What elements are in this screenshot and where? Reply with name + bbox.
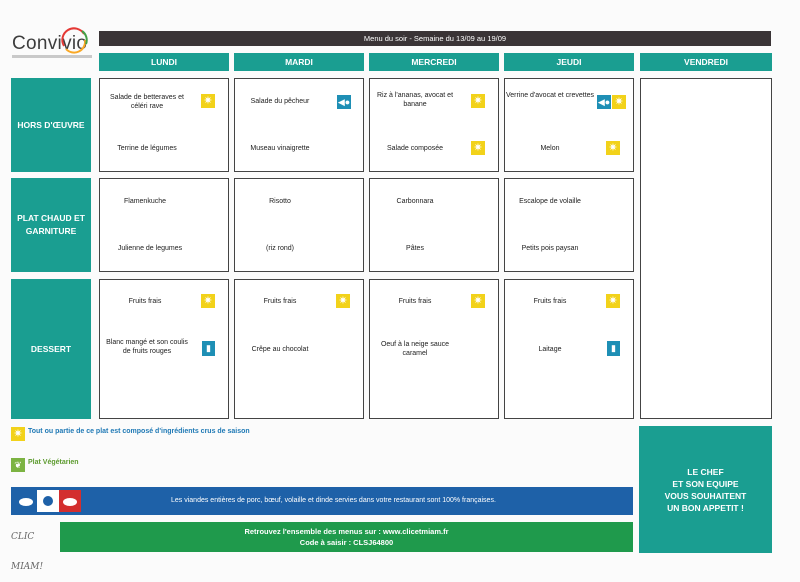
dish-lundi-plat-2: Julienne de legumes xyxy=(117,245,183,252)
sun-icon: ✷ xyxy=(471,94,485,108)
cell-mardi-plat: Risotto (riz rond) xyxy=(234,178,364,272)
chef-line-1: LE CHEF xyxy=(687,466,724,477)
dish-mercredi-hors-2: Salade composée xyxy=(386,145,444,152)
clicmiam-line1: Retrouvez l'ensemble des menus sur : www… xyxy=(244,527,449,536)
dish-lundi-plat-1: Flamenkuche xyxy=(123,198,167,205)
sun-icon: ✷ xyxy=(606,141,620,155)
sun-icon: ✷ xyxy=(201,294,215,308)
dish-jeudi-hors-2: Melon xyxy=(540,145,560,152)
bottle-icon: ▮ xyxy=(202,341,215,356)
cell-vendredi xyxy=(640,78,772,419)
origin-text: Les viandes entières de porc, bœuf, vola… xyxy=(171,497,496,504)
dish-lundi-dessert-1: Fruits frais xyxy=(128,298,162,305)
clicmiam-banner: Retrouvez l'ensemble des menus sur : www… xyxy=(60,522,633,552)
dish-lundi-hors-2: Terrine de légumes xyxy=(117,145,177,152)
menu-title: Menu du soir - Semaine du 13/09 au 19/09 xyxy=(99,31,771,46)
logo-tagline xyxy=(12,55,92,58)
chef-line-3: VOUS SOUHAITENT xyxy=(664,490,747,501)
sun-icon: ✷ xyxy=(11,427,25,441)
dish-mercredi-plat-2: Pâtes xyxy=(406,245,424,252)
dish-mercredi-plat-1: Carbonnara xyxy=(396,198,434,205)
fish-icon: ◀● xyxy=(597,95,611,109)
dish-mardi-plat-1: Risotto xyxy=(269,198,291,205)
dish-mardi-dessert-2: Crêpe au chocolat xyxy=(251,346,309,353)
logo-wordmark: Convivio xyxy=(12,33,88,54)
dish-mardi-plat-2: (riz rond) xyxy=(265,245,294,252)
dish-mardi-hors-1: Salade du pêcheur xyxy=(250,98,310,105)
dish-lundi-dessert-2: Blanc mangé et son coulis de fruits roug… xyxy=(106,339,188,355)
row-label-plat-chaud: PLAT CHAUD ET GARNITURE xyxy=(11,178,91,272)
dish-mercredi-hors-1: Riz à l'ananas, avocat et banane xyxy=(376,92,454,108)
cell-mercredi-dessert: Fruits frais ✷ Oeuf à la neige sauce car… xyxy=(369,279,499,419)
row-label-dessert: DESSERT xyxy=(11,279,91,419)
dish-jeudi-plat-2: Petits pois paysan xyxy=(521,245,579,252)
dish-mercredi-dessert-2: Oeuf à la neige sauce caramel xyxy=(380,341,450,357)
cell-jeudi-plat: Escalope de volaille Petits pois paysan xyxy=(504,178,634,272)
sun-icon: ✷ xyxy=(336,294,350,308)
cell-lundi-plat: Flamenkuche Julienne de legumes xyxy=(99,178,229,272)
fish-icon: ◀● xyxy=(337,95,351,109)
chef-line-2: ET SON EQUIPE xyxy=(672,478,739,489)
dish-jeudi-hors-1: Verrine d'avocat et crevettes xyxy=(505,92,595,99)
day-header-lundi: LUNDI xyxy=(99,53,229,71)
cell-mardi-dessert: Fruits frais ✷ Crêpe au chocolat xyxy=(234,279,364,419)
french-meat-icons xyxy=(15,490,81,512)
row-label-hors-doeuvre: HORS D'ŒUVRE xyxy=(11,78,91,172)
sun-icon: ✷ xyxy=(471,141,485,155)
day-header-vendredi: VENDREDI xyxy=(640,53,772,71)
legend-season: Tout ou partie de ce plat est composé d'… xyxy=(28,428,250,435)
sun-icon: ✷ xyxy=(471,294,485,308)
chef-message: LE CHEF ET SON EQUIPE VOUS SOUHAITENT UN… xyxy=(639,426,772,553)
vegetarian-icon: ❦ xyxy=(11,458,25,472)
dish-mercredi-dessert-1: Fruits frais xyxy=(398,298,432,305)
logo-arc-icon xyxy=(61,27,88,54)
sun-icon: ✷ xyxy=(606,294,620,308)
dish-mardi-hors-2: Museau vinaigrette xyxy=(250,145,310,152)
chef-line-4: UN BON APPETIT ! xyxy=(667,502,744,513)
cell-mercredi-plat: Carbonnara Pâtes xyxy=(369,178,499,272)
cell-lundi-dessert: Fruits frais ✷ Blanc mangé et son coulis… xyxy=(99,279,229,419)
legend-vegetarian: Plat Végétarien xyxy=(28,459,79,466)
bottle-icon: ▮ xyxy=(607,341,620,356)
cell-jeudi-dessert: Fruits frais ✷ Laitage ▮ xyxy=(504,279,634,419)
cell-jeudi-hors: Verrine d'avocat et crevettes ◀● ✷ Melon… xyxy=(504,78,634,172)
origin-banner: Les viandes entières de porc, bœuf, vola… xyxy=(11,487,633,515)
cell-mardi-hors: Salade du pêcheur ◀● Museau vinaigrette xyxy=(234,78,364,172)
clicmiam-line2: Code à saisir : CLSJ64800 xyxy=(299,538,394,547)
day-header-jeudi: JEUDI xyxy=(504,53,634,71)
dish-jeudi-plat-1: Escalope de volaille xyxy=(519,198,581,205)
cell-lundi-hors: Salade de betteraves et céléri rave ✷ Te… xyxy=(99,78,229,172)
dish-jeudi-dessert-2: Laitage xyxy=(538,346,562,353)
day-header-mercredi: MERCREDI xyxy=(369,53,499,71)
dish-jeudi-dessert-1: Fruits frais xyxy=(533,298,567,305)
dish-lundi-hors-1: Salade de betteraves et céléri rave xyxy=(110,94,184,110)
sun-icon: ✷ xyxy=(612,95,626,109)
cell-mercredi-hors: Riz à l'ananas, avocat et banane ✷ Salad… xyxy=(369,78,499,172)
dish-mardi-dessert-1: Fruits frais xyxy=(263,298,297,305)
sun-icon: ✷ xyxy=(201,94,215,108)
clicmiam-logo: CLIC MIAM! xyxy=(11,532,44,572)
day-header-mardi: MARDI xyxy=(234,53,364,71)
